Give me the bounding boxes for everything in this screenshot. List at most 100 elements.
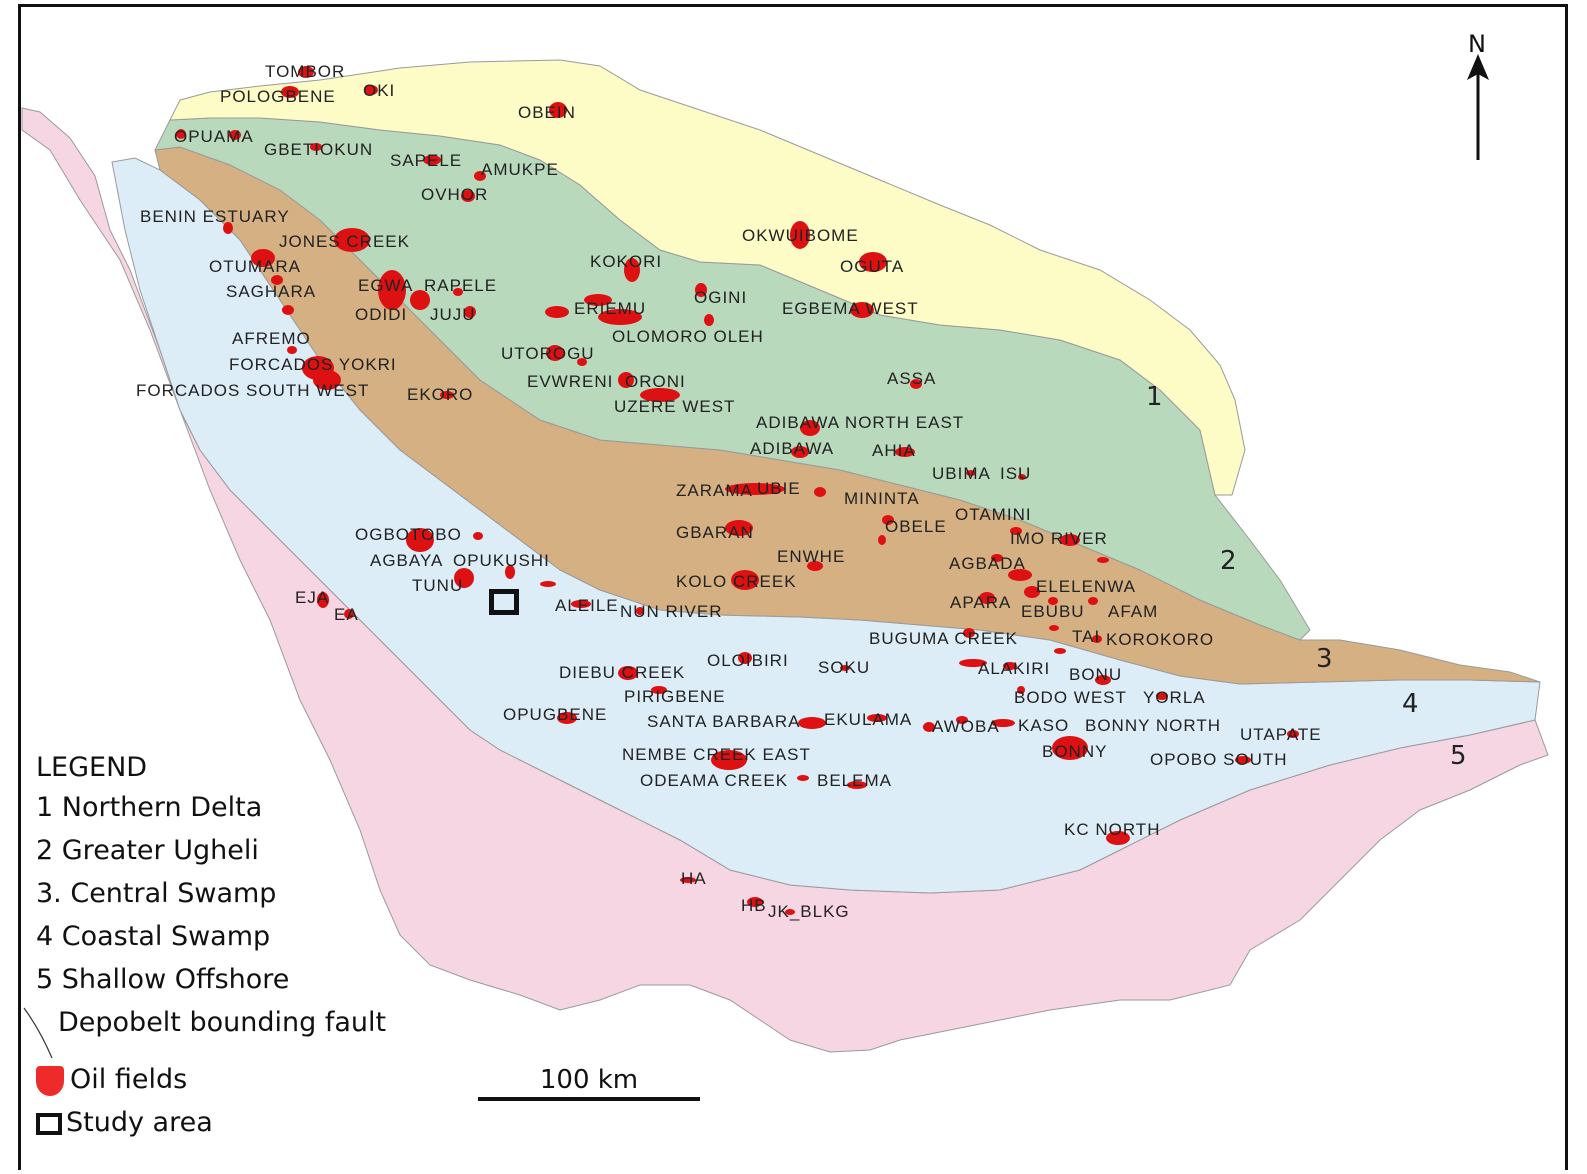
oil-field-blob xyxy=(1024,586,1040,598)
field-label: NUN RIVER xyxy=(620,602,723,621)
oil-field-blob xyxy=(473,532,483,540)
field-label: GBARAN xyxy=(676,523,754,542)
oil-field-blob xyxy=(545,306,569,318)
field-label: BENIN ESTUARY xyxy=(140,207,290,226)
field-label: ADIBAWA xyxy=(750,439,835,458)
field-label: HA xyxy=(681,869,707,888)
legend-item-oil-fields: Oil fields xyxy=(36,1058,386,1101)
oil-field-blob xyxy=(867,714,887,722)
oil-field-blob xyxy=(704,314,714,326)
oil-field-blob xyxy=(1010,527,1022,535)
oil-field-blob xyxy=(364,85,378,95)
oil-field-blob xyxy=(1156,692,1168,700)
oil-field-blob xyxy=(176,129,186,139)
oil-field-blob xyxy=(847,781,867,789)
legend: LEGEND 1 Northern Delta 2 Greater Ugheli… xyxy=(36,750,386,1144)
oil-field-blob xyxy=(334,228,370,252)
oil-field-blob xyxy=(1018,474,1026,480)
field-label: KASO xyxy=(1018,716,1070,735)
field-label: ASSA xyxy=(887,369,937,388)
legend-study-label: Study area xyxy=(66,1107,213,1138)
field-label: OLOMORO OLEH xyxy=(612,327,764,346)
oil-field-blob xyxy=(1003,662,1017,670)
oil-field-blob xyxy=(577,358,587,366)
field-label: AGBADA xyxy=(949,554,1026,573)
field-label: MININTA xyxy=(844,489,920,508)
field-label: ADIBAWA NORTH EAST xyxy=(756,413,965,432)
oil-field-blob xyxy=(711,750,747,770)
oil-field-blob xyxy=(624,258,640,282)
oil-field-blob xyxy=(731,570,759,590)
oil-field-blob xyxy=(798,717,826,729)
field-label: PIRIGBENE xyxy=(624,687,726,706)
oil-field-blob xyxy=(797,775,809,781)
oil-field-blob xyxy=(725,520,753,536)
oil-field-blob xyxy=(344,609,354,619)
oil-field-blob xyxy=(281,86,299,98)
oil-field-blob xyxy=(423,155,441,165)
field-label: OGUTA xyxy=(840,257,905,276)
zone-number: 3 xyxy=(1316,644,1333,674)
legend-item-greater-ugheli: 2 Greater Ugheli xyxy=(36,835,259,866)
field-label: BUGUMA CREEK xyxy=(869,629,1018,648)
field-label: KOKORI xyxy=(590,252,663,271)
oil-field-blob xyxy=(406,528,434,552)
oil-field-blob xyxy=(378,270,406,310)
study-area-marker xyxy=(489,589,519,615)
field-label: ALAKIRI xyxy=(978,659,1051,678)
study-area-icon xyxy=(36,1112,62,1135)
field-label: BONNY NORTH xyxy=(1085,716,1222,735)
oil-field-blob xyxy=(440,391,454,399)
oil-field-blob xyxy=(791,446,809,458)
oil-field-blob xyxy=(814,487,826,497)
field-label: KOLO CREEK xyxy=(676,572,797,591)
field-label: OPUKUSHI xyxy=(453,551,550,570)
oil-field-blob xyxy=(410,290,430,310)
oil-field-blob xyxy=(1097,557,1109,563)
legend-fault-label: Depobelt bounding fault xyxy=(58,1007,387,1038)
field-label: OBELE xyxy=(885,517,947,536)
field-label: OKWUIBOME xyxy=(742,226,859,245)
oil-field-blob xyxy=(807,561,823,571)
oil-field-blob xyxy=(738,652,752,664)
oil-field-blob xyxy=(966,470,976,476)
oil-field-blob xyxy=(910,379,922,389)
oil-field-blob xyxy=(251,249,275,267)
scale-label: 100 km xyxy=(539,1065,639,1095)
oil-field-blob xyxy=(229,130,241,140)
oil-field-blob xyxy=(991,554,1003,562)
field-label: AFAM xyxy=(1108,602,1159,621)
field-label: SOKU xyxy=(818,658,871,677)
oil-field-blob xyxy=(850,302,874,318)
oil-field-blob xyxy=(287,346,297,354)
field-label: AGBAYA xyxy=(370,551,444,570)
field-label: AHIA xyxy=(872,441,916,460)
legend-item-fault: Depobelt bounding fault xyxy=(36,1001,386,1044)
legend-item-coastal-swamp: 4 Coastal Swamp xyxy=(36,921,271,952)
field-label: ZARAMA xyxy=(676,481,753,500)
oil-field-blob xyxy=(223,222,233,234)
oil-field-blob xyxy=(474,171,486,181)
oil-field-blob xyxy=(549,102,567,118)
field-label: OBEIN xyxy=(518,103,576,122)
field-label: EBUBU xyxy=(1021,602,1085,621)
legend-oil-label: Oil fields xyxy=(70,1064,188,1095)
oil-field-blob xyxy=(584,294,612,306)
field-label: TAI xyxy=(1072,627,1101,646)
oil-field-blob xyxy=(453,288,463,296)
field-label: AFREMO xyxy=(232,329,311,348)
north-arrow: N xyxy=(1463,30,1493,165)
field-label: KC NORTH xyxy=(1064,820,1161,839)
field-label: ENWHE xyxy=(777,547,846,566)
field-label: BELEMA xyxy=(817,771,892,790)
oil-field-blob xyxy=(546,345,564,361)
field-label: ORONI xyxy=(625,372,686,391)
oil-field-blob xyxy=(271,275,283,285)
field-label: FORCADOS SOUTH WEST xyxy=(136,381,370,400)
field-label: ODIDI xyxy=(355,305,408,324)
field-label: UBIMA xyxy=(932,464,991,483)
oil-field-blob xyxy=(618,666,638,680)
oil-field-blob xyxy=(1054,648,1066,654)
field-label: ERIEMU xyxy=(574,299,647,318)
